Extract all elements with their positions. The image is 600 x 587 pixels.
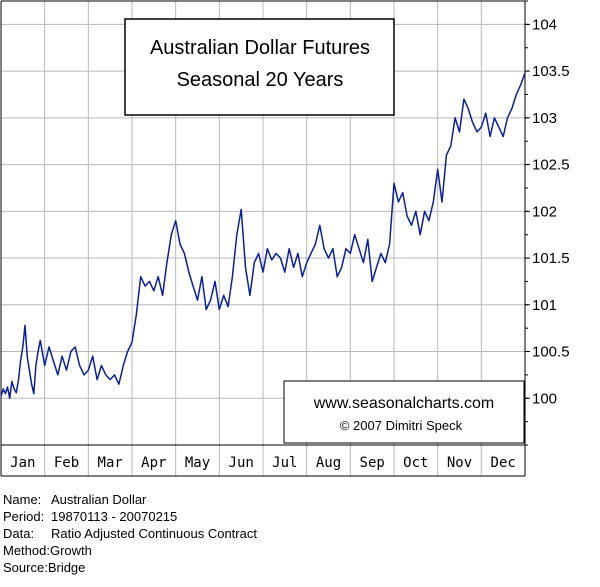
x-tick-label: Feb: [54, 455, 79, 471]
x-tick-label: Jan: [10, 455, 35, 471]
y-tick-label: 102.5: [532, 157, 570, 174]
info-row-period: Period: 19870113 - 20070215: [3, 508, 257, 525]
chart-title-line-1: Australian Dollar Futures: [150, 37, 370, 59]
x-tick-label: Oct: [403, 455, 428, 471]
y-tick-label: 100.5: [532, 344, 570, 361]
x-tick-label: Sep: [360, 455, 385, 471]
watermark-url: www.seasonalcharts.com: [313, 395, 495, 412]
info-value: 19870113 - 20070215: [51, 509, 178, 524]
y-tick-label: 101.5: [532, 250, 570, 267]
info-value: Ratio Adjusted Continuous Contract: [51, 526, 257, 541]
x-tick-label: Jul: [272, 455, 297, 471]
info-value: Growth: [49, 543, 92, 558]
info-row-method: Method:Growth: [3, 542, 257, 559]
x-tick-label: May: [185, 455, 210, 471]
info-panel: Name: Australian Dollar Period: 19870113 -…: [3, 491, 257, 576]
info-row-data: Data: Ratio Adjusted Continuous Contract: [3, 525, 257, 542]
watermark-box: www.seasonalcharts.com © 2007 Dimitri Sp…: [283, 380, 525, 444]
info-value: Bridge: [47, 560, 86, 575]
y-tick-label: 102: [532, 203, 557, 220]
info-key: Period:: [3, 509, 45, 524]
info-key: Data:: [3, 526, 35, 541]
x-tick-label: Dec: [491, 455, 516, 471]
info-value: Australian Dollar: [51, 492, 147, 507]
info-row-source: Source:Bridge: [3, 559, 257, 576]
watermark-copyright: © 2007 Dimitri Speck: [340, 418, 463, 433]
series-line: [0, 72, 526, 400]
info-key: Name:: [3, 492, 42, 507]
y-tick-label: 104: [532, 16, 557, 33]
x-tick-label: Jun: [229, 455, 254, 471]
y-tick-label: 103: [532, 110, 557, 127]
title-box: Australian Dollar Futures Seasonal 20 Ye…: [124, 18, 395, 116]
seasonal-chart: 100 100.5 101 101.5 102 102.5 103 103.5 104 Jan F…: [0, 0, 570, 477]
chart-title-line-2: Seasonal 20 Years: [177, 69, 344, 91]
info-row-name: Name: Australian Dollar: [3, 491, 257, 508]
y-axis: 100 100.5 101 101.5 102 102.5 103 103.5 104: [525, 0, 570, 446]
y-tick-label: 101: [532, 297, 557, 314]
info-key: Source:: [3, 560, 48, 575]
x-tick-label: Nov: [447, 455, 472, 471]
y-tick-label: 103.5: [532, 63, 570, 80]
y-tick-label: 100: [532, 390, 557, 407]
x-tick-label: Mar: [98, 455, 123, 471]
x-tick-label: Aug: [316, 455, 341, 471]
info-key: Method:: [3, 543, 50, 558]
x-axis: Jan Feb Mar Apr May Jun Jul Aug Sep Oct Nov Dec: [10, 455, 516, 471]
x-tick-label: Apr: [141, 455, 166, 471]
